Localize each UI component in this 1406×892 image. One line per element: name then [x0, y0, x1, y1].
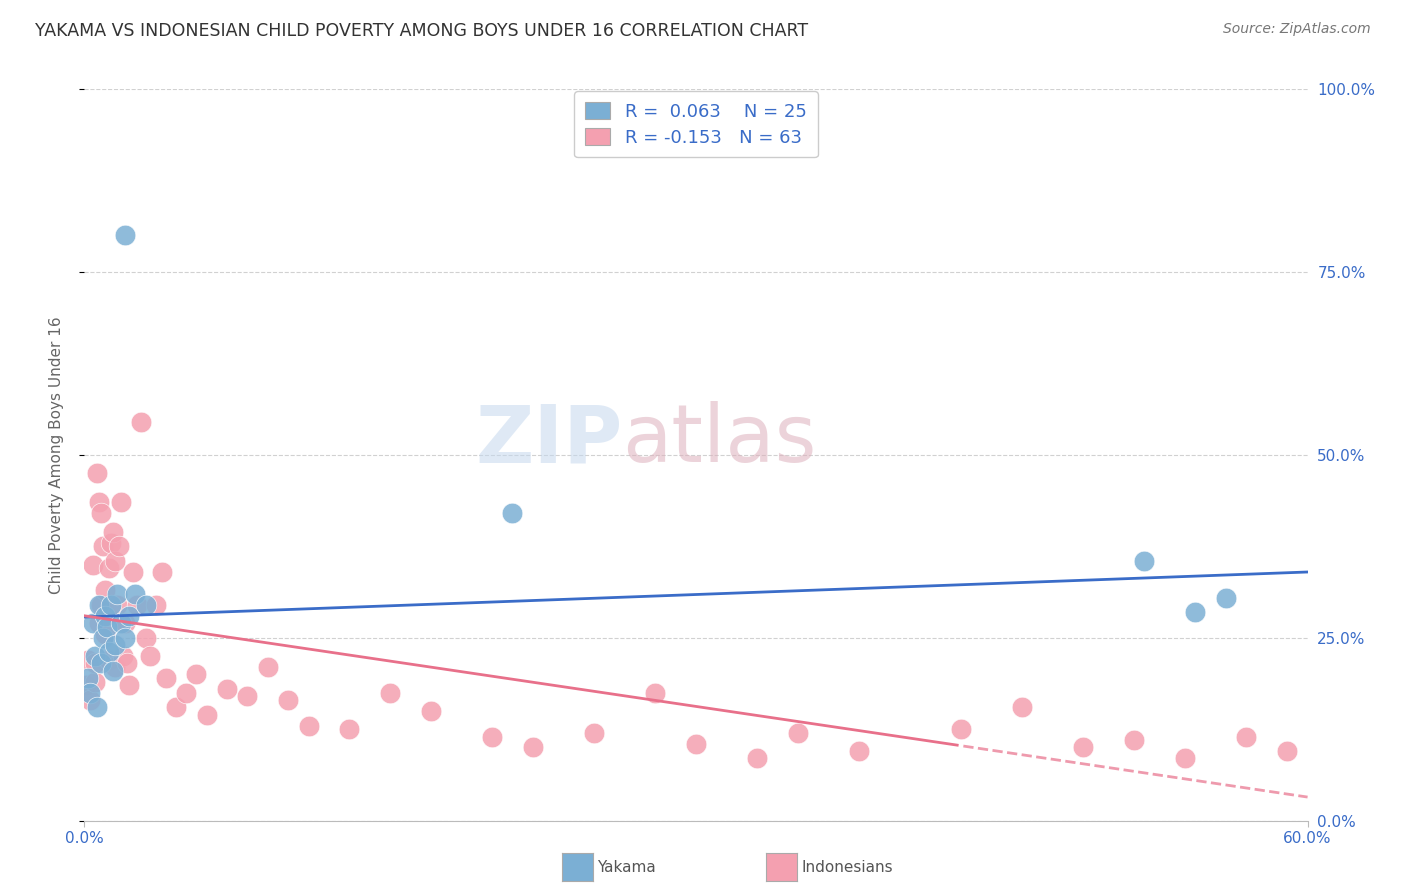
Point — [93, 608, 117, 623]
Point — [217, 681, 239, 696]
Text: ZIP: ZIP — [475, 401, 623, 479]
Point — [90, 657, 112, 671]
Point — [787, 726, 810, 740]
Point — [100, 598, 122, 612]
Point — [685, 737, 707, 751]
Point — [155, 671, 177, 685]
Point — [82, 616, 104, 631]
Point — [105, 598, 128, 612]
Point — [90, 507, 112, 521]
Point — [277, 693, 299, 707]
Point — [86, 700, 108, 714]
Text: Source: ZipAtlas.com: Source: ZipAtlas.com — [1223, 22, 1371, 37]
Point — [481, 730, 503, 744]
Point — [91, 631, 114, 645]
Point — [79, 693, 101, 707]
Point — [339, 723, 361, 737]
Point — [502, 507, 524, 521]
Point — [135, 598, 157, 612]
Point — [82, 558, 104, 572]
Point — [186, 667, 208, 681]
Point — [79, 686, 101, 700]
Point — [104, 638, 127, 652]
Point — [87, 495, 110, 509]
Point — [176, 686, 198, 700]
Point — [1215, 591, 1237, 605]
Point — [1011, 700, 1033, 714]
Point — [127, 598, 149, 612]
Point — [77, 671, 100, 685]
Point — [1123, 733, 1146, 747]
Point — [75, 678, 97, 692]
Point — [1277, 744, 1299, 758]
Point — [747, 751, 769, 765]
Text: YAKAMA VS INDONESIAN CHILD POVERTY AMONG BOYS UNDER 16 CORRELATION CHART: YAKAMA VS INDONESIAN CHILD POVERTY AMONG… — [35, 22, 808, 40]
Point — [97, 653, 120, 667]
Point — [96, 620, 118, 634]
Point — [108, 539, 131, 553]
Point — [90, 598, 112, 612]
Point — [104, 554, 127, 568]
Point — [195, 707, 218, 722]
Point — [165, 700, 187, 714]
Point — [114, 631, 136, 645]
Point — [112, 649, 135, 664]
Point — [145, 598, 167, 612]
Point — [124, 587, 146, 601]
Point — [848, 744, 870, 758]
Point — [110, 616, 132, 631]
Point — [115, 657, 138, 671]
Point — [1133, 554, 1156, 568]
Point — [522, 740, 544, 755]
Point — [1184, 605, 1206, 619]
Point — [138, 649, 160, 664]
Point — [97, 645, 120, 659]
Point — [420, 704, 443, 718]
Point — [298, 718, 321, 732]
Point — [1174, 751, 1197, 765]
Point — [100, 535, 122, 549]
Point — [87, 598, 110, 612]
Legend: R =  0.063    N = 25, R = -0.153   N = 63: R = 0.063 N = 25, R = -0.153 N = 63 — [574, 91, 818, 157]
Point — [583, 726, 606, 740]
Point — [83, 674, 105, 689]
Text: Indonesians: Indonesians — [801, 860, 893, 874]
Point — [83, 649, 105, 664]
Point — [118, 678, 141, 692]
Point — [104, 660, 127, 674]
Point — [96, 608, 118, 623]
Point — [1073, 740, 1095, 755]
Point — [86, 466, 108, 480]
Point — [101, 524, 124, 539]
Point — [122, 565, 145, 579]
Point — [257, 660, 280, 674]
Point — [131, 415, 153, 429]
Point — [114, 228, 136, 243]
Point — [87, 616, 110, 631]
Point — [83, 657, 105, 671]
Y-axis label: Child Poverty Among Boys Under 16: Child Poverty Among Boys Under 16 — [49, 316, 63, 594]
Point — [105, 587, 128, 601]
Point — [236, 690, 259, 704]
Point — [644, 686, 666, 700]
Point — [950, 723, 973, 737]
Point — [1236, 730, 1258, 744]
Point — [110, 495, 132, 509]
Point — [114, 616, 136, 631]
Text: Yakama: Yakama — [598, 860, 657, 874]
Point — [150, 565, 173, 579]
Point — [93, 627, 117, 641]
Text: atlas: atlas — [623, 401, 817, 479]
Point — [91, 539, 114, 553]
Point — [118, 608, 141, 623]
Point — [77, 653, 100, 667]
Point — [101, 664, 124, 678]
Point — [135, 631, 157, 645]
Point — [93, 583, 117, 598]
Point — [97, 561, 120, 575]
Point — [380, 686, 402, 700]
